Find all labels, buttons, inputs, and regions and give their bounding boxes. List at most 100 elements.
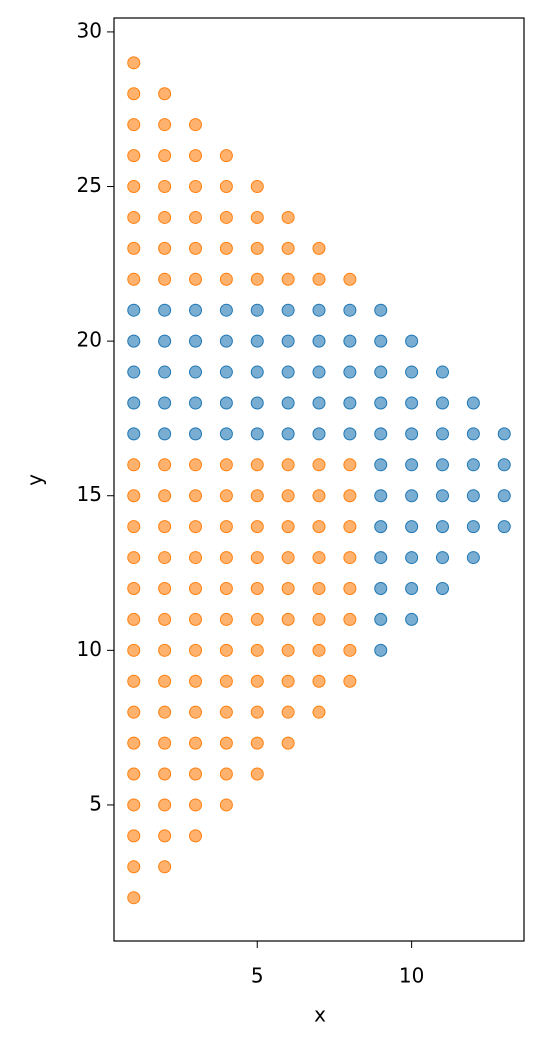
point [158,272,172,286]
point [281,674,295,688]
point [466,520,480,534]
point [435,489,449,503]
point [435,396,449,410]
point [312,272,326,286]
point [250,365,264,379]
point [250,643,264,657]
point [189,489,203,503]
point [219,612,233,626]
point [281,520,295,534]
point [312,612,326,626]
y-tick-label: 15 [77,482,102,506]
point [281,551,295,565]
point [158,767,172,781]
point [127,427,141,441]
point [127,303,141,317]
point [250,736,264,750]
point [405,365,419,379]
point [374,520,388,534]
point [189,365,203,379]
point [158,396,172,410]
point [250,581,264,595]
point [281,705,295,719]
point [219,798,233,812]
point [312,427,326,441]
point [405,334,419,348]
point [127,705,141,719]
point [127,736,141,750]
x-tick-label: 10 [399,964,424,988]
point [189,458,203,472]
point [189,210,203,224]
point [312,705,326,719]
point [281,489,295,503]
point [127,118,141,132]
point [312,241,326,255]
point [250,427,264,441]
point [374,365,388,379]
point [158,551,172,565]
point [219,149,233,163]
point [189,767,203,781]
point [497,427,511,441]
point [219,241,233,255]
point [497,489,511,503]
point [158,210,172,224]
point [374,427,388,441]
point [158,520,172,534]
point [374,612,388,626]
point [343,396,357,410]
point [466,489,480,503]
point [343,551,357,565]
point [158,180,172,194]
y-tick-label: 10 [77,637,102,661]
point [127,581,141,595]
point [405,427,419,441]
point [189,581,203,595]
point [219,551,233,565]
point [281,272,295,286]
point [281,303,295,317]
point [435,365,449,379]
point [312,334,326,348]
point [312,643,326,657]
point [219,674,233,688]
point [343,365,357,379]
point [127,365,141,379]
point [127,612,141,626]
point [219,489,233,503]
point [312,489,326,503]
point [374,551,388,565]
point [158,87,172,101]
point [219,210,233,224]
point [374,643,388,657]
point [466,458,480,472]
point [343,334,357,348]
point [435,520,449,534]
y-tick-label: 25 [77,173,102,197]
point [189,612,203,626]
point [158,612,172,626]
point [312,674,326,688]
point [405,458,419,472]
point [158,705,172,719]
point [127,891,141,905]
point [250,705,264,719]
point [250,303,264,317]
point [374,581,388,595]
point [158,643,172,657]
point [127,458,141,472]
point [374,458,388,472]
point [127,767,141,781]
point [189,303,203,317]
point [312,396,326,410]
point [158,303,172,317]
point [466,396,480,410]
point [127,396,141,410]
point [343,489,357,503]
point [189,149,203,163]
point [189,180,203,194]
point [435,551,449,565]
point [312,581,326,595]
point [435,427,449,441]
